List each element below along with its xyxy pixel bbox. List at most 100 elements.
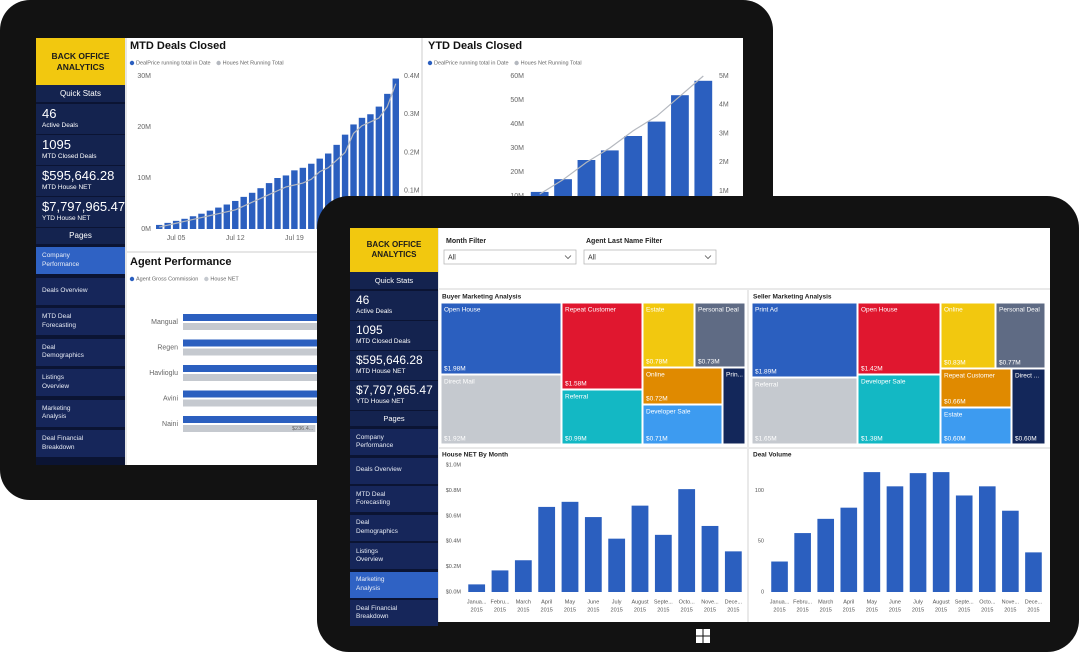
- y-tick-label: $0.0M: [446, 589, 462, 595]
- x-tick-label: Janua...: [467, 599, 487, 605]
- bar: [1025, 552, 1042, 592]
- x-tick-sublabel: 2015: [704, 607, 716, 613]
- x-tick-label: Febru...: [491, 599, 510, 605]
- bar: [183, 339, 407, 347]
- stat-card: $7,797,965.47 YTD House NET: [350, 381, 438, 410]
- data-label: $1.38M: [861, 436, 883, 443]
- y-tick-label: $0.2M: [446, 564, 462, 570]
- nav-item[interactable]: Deal Financial Breakdown: [36, 430, 125, 457]
- section-header: Pages: [350, 411, 438, 426]
- y2-tick-label: 2M: [719, 159, 729, 166]
- data-label: $0.83M: [944, 360, 966, 367]
- front-charts: Month Filter All Agent Last Name Filter All…: [439, 228, 1050, 643]
- nav-item[interactable]: Company Performance: [36, 247, 125, 274]
- bar: [198, 213, 205, 229]
- bar: [701, 525, 719, 592]
- nav-item[interactable]: Listings Overview: [36, 369, 125, 396]
- treemap-cell: [857, 374, 941, 445]
- cell-label: Developer Sale: [861, 379, 906, 386]
- x-tick-sublabel: 2015: [727, 607, 739, 613]
- bar: [206, 210, 214, 229]
- x-tick-label: Octo...: [679, 599, 696, 605]
- legend-marker: [216, 60, 221, 66]
- nav-item[interactable]: Listings Overview: [350, 543, 438, 569]
- bar: [308, 163, 315, 229]
- logo: BACK OFFICE ANALYTICS: [350, 228, 438, 272]
- x-tick-label: Jul 05: [167, 235, 186, 242]
- treemap-cell: [940, 302, 996, 369]
- legend-marker: [427, 60, 433, 66]
- y-tick-label: Regen: [157, 344, 178, 351]
- treemap-cell: [940, 407, 1012, 445]
- cell-label: Repeat Customer: [944, 373, 996, 380]
- bar: [341, 134, 349, 229]
- x-tick-sublabel: 2015: [541, 607, 553, 613]
- nav-item[interactable]: Marketing Analysis: [350, 571, 438, 598]
- nav-item[interactable]: Deal Demographics: [350, 514, 438, 541]
- stat-label: MTD House NET: [42, 183, 92, 191]
- x-tick-sublabel: 2015: [681, 607, 693, 613]
- y-tick-label: $1.0M: [446, 462, 462, 468]
- dropdown-value: All: [448, 254, 456, 261]
- x-tick-label: Dece...: [1025, 599, 1043, 605]
- cell-label: Personal Deal: [698, 307, 739, 314]
- bar: [654, 534, 672, 592]
- y-tick-label: $0.4M: [446, 539, 462, 545]
- nav-item[interactable]: MTD Deal Forecasting: [36, 308, 125, 335]
- stat-value: $595,646.28: [356, 353, 423, 367]
- x-tick-sublabel: 2015: [611, 607, 623, 613]
- dropdown[interactable]: [583, 249, 717, 265]
- bar: [392, 78, 399, 229]
- x-tick-sublabel: 2015: [517, 607, 529, 613]
- bar: [367, 114, 374, 229]
- section-header: Quick Stats: [36, 85, 125, 102]
- bar: [164, 222, 171, 229]
- data-label: $1.89M: [755, 369, 777, 376]
- nav-item[interactable]: Deals Overview: [36, 277, 125, 305]
- y-tick-label: 20M: [137, 124, 151, 131]
- dropdown[interactable]: [443, 249, 577, 265]
- bar: [538, 506, 556, 592]
- x-tick-label: May: [867, 599, 878, 605]
- x-tick-sublabel: 2015: [634, 607, 646, 613]
- x-tick-sublabel: 2015: [773, 607, 785, 613]
- treemap-cell: [995, 302, 1046, 369]
- x-tick-sublabel: 2015: [471, 607, 483, 613]
- nav-item[interactable]: Deal Financial Breakdown: [350, 600, 438, 626]
- x-tick-label: April: [541, 599, 552, 605]
- stat-card: 1095 MTD Closed Deals: [350, 321, 438, 350]
- stat-value: 46: [42, 106, 57, 121]
- stat-value: 1095: [42, 137, 71, 152]
- chart-title: YTD Deals Closed: [428, 40, 522, 52]
- data-label: $0.73M: [698, 359, 720, 366]
- section-header: Quick Stats: [350, 272, 438, 289]
- y-tick-label: 30M: [510, 145, 524, 152]
- data-label: $0.72M: [646, 396, 668, 403]
- nav-item[interactable]: Marketing Analysis: [36, 399, 125, 427]
- chevron: [704, 255, 712, 260]
- bar: [183, 323, 346, 330]
- nav-item[interactable]: MTD Deal Forecasting: [350, 486, 438, 512]
- x-tick-label: Jul 19: [285, 235, 304, 242]
- section-header: Pages: [36, 228, 125, 244]
- windows-logo[interactable]: [696, 629, 710, 643]
- nav-item[interactable]: Company Performance: [350, 429, 438, 455]
- sidebar: BACK OFFICE ANALYTICS Quick Stats 46 Active…: [350, 228, 438, 626]
- x-tick-label: Octo...: [979, 599, 996, 605]
- x-tick-label: May: [565, 599, 576, 605]
- bar: [631, 505, 649, 592]
- bar: [794, 533, 811, 592]
- x-tick-label: Septe...: [654, 599, 673, 605]
- nav-item[interactable]: Deal Demographics: [36, 338, 125, 366]
- bar: [183, 399, 332, 407]
- x-tick-label: August: [631, 599, 649, 605]
- y-tick-label: $0.8M: [446, 488, 462, 494]
- bar: [561, 501, 579, 592]
- chevron: [564, 255, 572, 260]
- nav-item[interactable]: Deals Overview: [350, 457, 438, 484]
- cell-label: Estate: [944, 412, 963, 419]
- legend-marker: [129, 60, 135, 66]
- x-tick-sublabel: 2015: [935, 607, 947, 613]
- y-tick-label: $0.6M: [446, 513, 462, 519]
